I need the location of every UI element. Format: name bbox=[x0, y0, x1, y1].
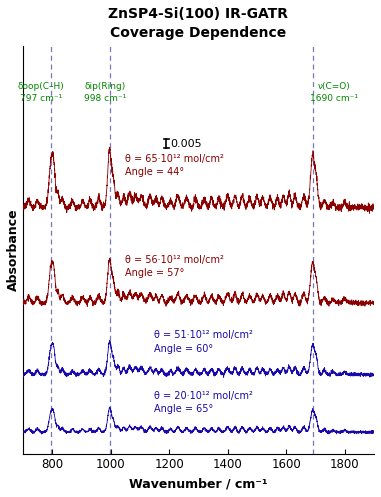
Text: δoop(C–H)
797 cm⁻¹: δoop(C–H) 797 cm⁻¹ bbox=[18, 83, 64, 102]
Text: θ = 65·10¹² mol/cm²
Angle = 44°: θ = 65·10¹² mol/cm² Angle = 44° bbox=[125, 154, 224, 177]
Title: ZnSP4-Si(100) IR-GATR
Coverage Dependence: ZnSP4-Si(100) IR-GATR Coverage Dependenc… bbox=[108, 7, 288, 40]
X-axis label: Wavenumber / cm⁻¹: Wavenumber / cm⁻¹ bbox=[129, 477, 267, 490]
Text: 0.005: 0.005 bbox=[171, 139, 202, 149]
Text: θ = 56·10¹² mol/cm²
Angle = 57°: θ = 56·10¹² mol/cm² Angle = 57° bbox=[125, 255, 224, 278]
Text: θ = 20·10¹² mol/cm²
Angle = 65°: θ = 20·10¹² mol/cm² Angle = 65° bbox=[154, 391, 253, 414]
Text: ν(C=O)
1690 cm⁻¹: ν(C=O) 1690 cm⁻¹ bbox=[310, 83, 358, 102]
Y-axis label: Absorbance: Absorbance bbox=[7, 208, 20, 291]
Text: δip(Ring)
998 cm⁻¹: δip(Ring) 998 cm⁻¹ bbox=[83, 83, 126, 102]
Text: θ = 51·10¹² mol/cm²
Angle = 60°: θ = 51·10¹² mol/cm² Angle = 60° bbox=[154, 331, 253, 353]
